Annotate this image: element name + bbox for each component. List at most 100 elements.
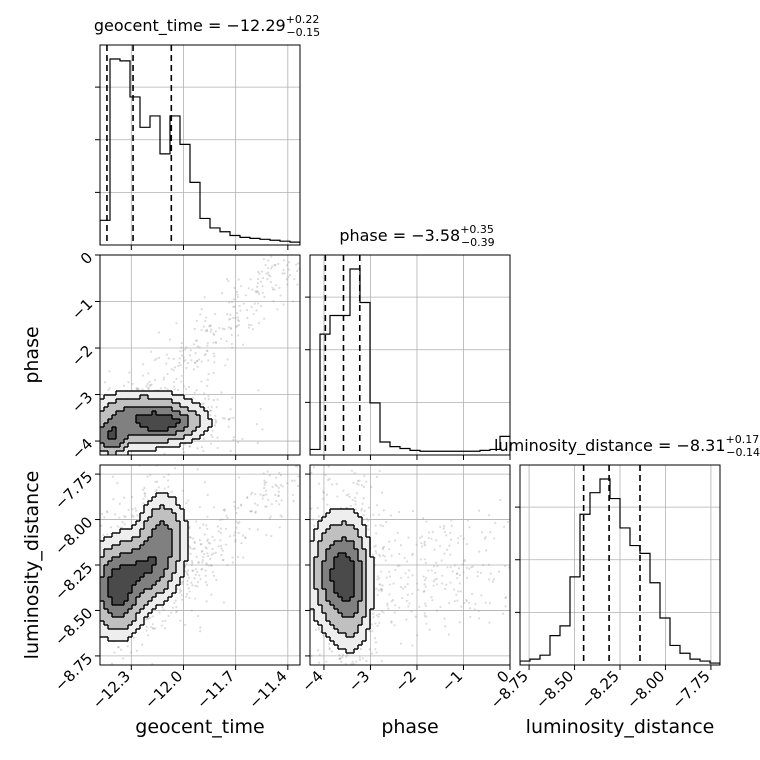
density-cell [120, 537, 125, 542]
scatter-point [180, 354, 184, 357]
density-cell [338, 565, 343, 570]
density-cell [112, 621, 117, 626]
density-cell [334, 633, 339, 638]
scatter-point [381, 554, 385, 557]
scatter-point [229, 326, 232, 330]
density-cell [148, 541, 153, 546]
density-cell [204, 411, 209, 416]
scatter-point [236, 319, 240, 322]
density-cell [326, 537, 331, 542]
density-cell [342, 509, 347, 514]
scatter-point [488, 602, 491, 605]
scatter-point [188, 590, 191, 593]
scatter-point [120, 526, 124, 529]
scatter-point [210, 593, 213, 596]
scatter-point [226, 358, 229, 361]
scatter-point [380, 672, 382, 674]
scatter-point [84, 548, 86, 550]
scatter-point [376, 575, 379, 578]
scatter-point [205, 562, 208, 565]
scatter-point [296, 484, 300, 487]
density-cell [136, 605, 141, 610]
density-cell [366, 561, 371, 566]
density-cell [104, 553, 109, 558]
scatter-point [301, 466, 303, 468]
density-cell [112, 395, 117, 400]
scatter-point [256, 277, 260, 281]
density-cell [330, 617, 335, 622]
density-cell [152, 545, 157, 550]
scatter-point [317, 666, 319, 668]
density-cell [120, 581, 125, 586]
histogram-title: geocent_time = −12.29+0.22 −0.15 [94, 13, 320, 39]
scatter-point [188, 525, 191, 528]
density-cell [108, 617, 113, 622]
density-cell [104, 427, 109, 432]
scatter-point [378, 728, 380, 730]
density-cell [318, 561, 323, 566]
density-cell [136, 419, 141, 424]
density-cell [116, 419, 121, 424]
x-tick-label: −11.7 [193, 667, 238, 712]
density-cell [192, 431, 197, 436]
density-cell [124, 577, 129, 582]
density-cell [196, 431, 201, 436]
density-cell [322, 549, 327, 554]
scatter-point [217, 545, 220, 548]
scatter-point [355, 660, 358, 663]
scatter-point [265, 272, 268, 275]
scatter-point [144, 618, 147, 621]
density-cell [168, 585, 173, 590]
density-cell [156, 529, 161, 534]
scatter-point [185, 595, 188, 598]
scatter-point [65, 429, 67, 431]
density-cell [148, 557, 153, 562]
scatter-point [287, 268, 290, 271]
scatter-point [419, 536, 422, 540]
density-cell [168, 513, 173, 518]
density-cell [104, 625, 109, 630]
scatter-point [187, 569, 190, 572]
scatter-point [386, 604, 389, 607]
density-cell [116, 427, 121, 432]
density-cell [358, 561, 363, 566]
scatter-point [281, 485, 284, 488]
scatter-point [62, 453, 64, 455]
scatter-point [272, 300, 275, 303]
scatter-point [229, 417, 232, 420]
density-cell [120, 557, 125, 562]
density-cell [160, 395, 165, 400]
density-cell [322, 537, 327, 542]
scatter-point [101, 459, 103, 461]
density-cell [140, 621, 145, 626]
density-cell [144, 577, 149, 582]
density-cell [366, 613, 371, 618]
scatter-point [236, 293, 239, 296]
density-cell [132, 391, 137, 396]
density-cell [116, 553, 121, 558]
density-cell [176, 565, 181, 570]
density-cell [338, 537, 343, 542]
density-cell [116, 447, 121, 452]
scatter-point [78, 426, 80, 428]
density-cell [156, 513, 161, 518]
scatter-point [240, 504, 243, 507]
scatter-point [410, 553, 414, 556]
scatter-point [178, 591, 181, 594]
density-cell [128, 545, 133, 550]
density-cell [140, 589, 145, 594]
density-cell [112, 629, 117, 634]
scatter-point [234, 316, 237, 319]
density-cell [128, 395, 133, 400]
scatter-point [175, 377, 178, 381]
density-cell [164, 427, 169, 432]
density-cell [172, 545, 177, 550]
scatter-point [167, 357, 170, 360]
density-cell [350, 629, 355, 634]
scatter-point [423, 558, 426, 561]
scatter-point [210, 433, 213, 436]
scatter-point [375, 614, 378, 617]
scatter-point [145, 625, 148, 628]
density-cell [322, 625, 327, 630]
density-cell [116, 601, 121, 606]
